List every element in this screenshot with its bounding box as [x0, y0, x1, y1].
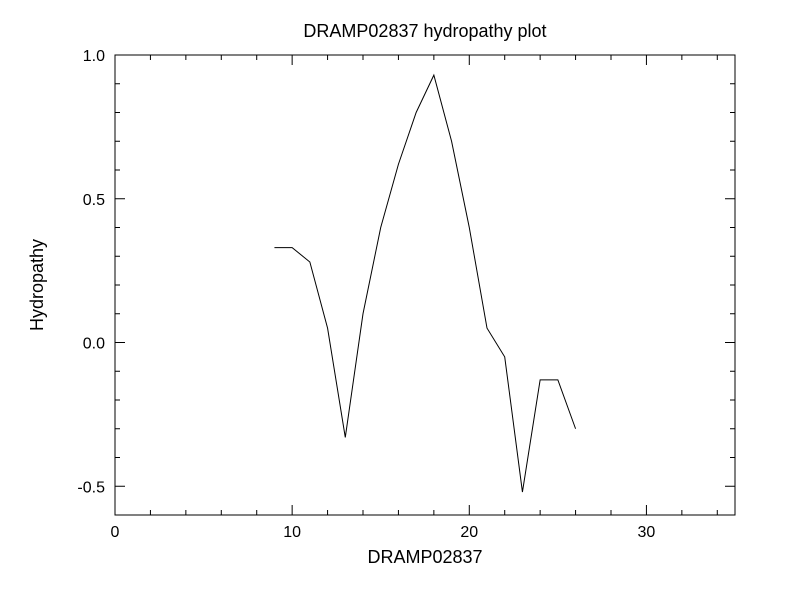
chart-title: DRAMP02837 hydropathy plot	[303, 21, 546, 41]
ytick-label: -0.5	[77, 479, 105, 496]
chart-svg: 0 10 20 30 -0.5 0.0 0.5 1.0 DRAMP02837 hydropath…	[0, 0, 800, 600]
xtick-label: 10	[283, 524, 301, 541]
plot-box	[115, 55, 735, 515]
ytick-label: 1.0	[83, 48, 105, 65]
hydropathy-chart: 0 10 20 30 -0.5 0.0 0.5 1.0 DRAMP02837 hydropath…	[0, 0, 800, 600]
ytick-label: 0.5	[83, 192, 105, 209]
x-axis-label: DRAMP02837	[367, 547, 482, 567]
y-axis-label: Hydropathy	[27, 239, 47, 331]
ytick-label: 0.0	[83, 336, 105, 353]
xtick-label: 0	[111, 524, 120, 541]
xtick-label: 30	[638, 524, 656, 541]
xtick-label: 20	[460, 524, 478, 541]
data-line	[274, 75, 575, 492]
